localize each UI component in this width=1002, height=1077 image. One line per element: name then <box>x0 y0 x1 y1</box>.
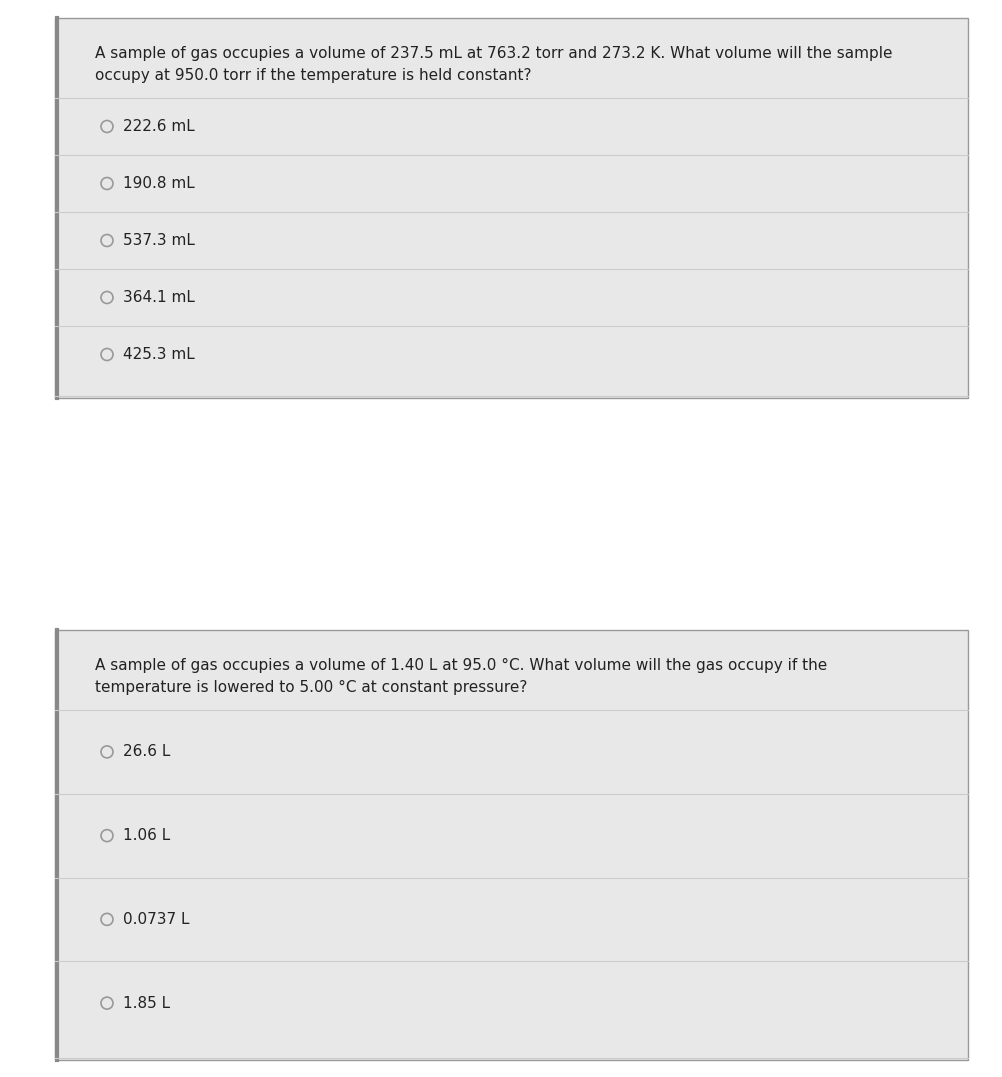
Text: 364.1 mL: 364.1 mL <box>123 290 194 305</box>
FancyBboxPatch shape <box>55 18 967 398</box>
Text: 26.6 L: 26.6 L <box>123 744 170 759</box>
Text: 1.06 L: 1.06 L <box>123 828 170 843</box>
Text: A sample of gas occupies a volume of 237.5 mL at 763.2 torr and 273.2 K. What vo: A sample of gas occupies a volume of 237… <box>95 46 892 61</box>
Text: 537.3 mL: 537.3 mL <box>123 233 194 248</box>
Text: 1.85 L: 1.85 L <box>123 995 170 1010</box>
Text: 190.8 mL: 190.8 mL <box>123 176 194 191</box>
Text: 0.0737 L: 0.0737 L <box>123 912 189 927</box>
Text: 425.3 mL: 425.3 mL <box>123 347 194 362</box>
Text: 222.6 mL: 222.6 mL <box>123 118 194 134</box>
FancyBboxPatch shape <box>55 630 967 1060</box>
Text: occupy at 950.0 torr if the temperature is held constant?: occupy at 950.0 torr if the temperature … <box>95 68 531 83</box>
Text: A sample of gas occupies a volume of 1.40 L at 95.0 °C. What volume will the gas: A sample of gas occupies a volume of 1.4… <box>95 658 827 673</box>
Text: temperature is lowered to 5.00 °C at constant pressure?: temperature is lowered to 5.00 °C at con… <box>95 680 527 695</box>
